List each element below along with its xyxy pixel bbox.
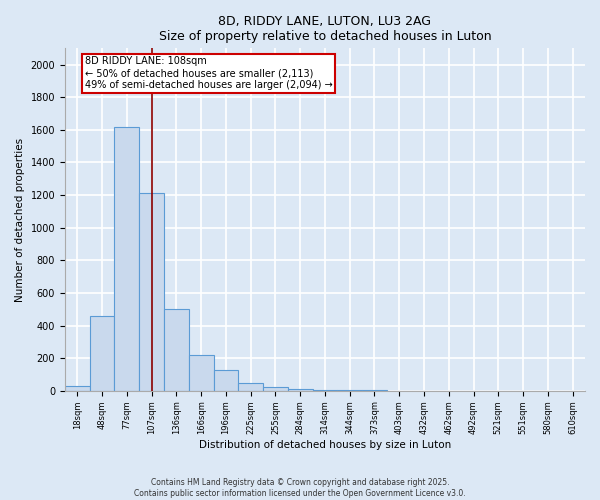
Bar	[214, 370, 238, 390]
Bar	[189, 355, 214, 390]
Text: 8D RIDDY LANE: 108sqm
← 50% of detached houses are smaller (2,113)
49% of semi-d: 8D RIDDY LANE: 108sqm ← 50% of detached …	[85, 56, 332, 90]
Bar	[263, 388, 288, 390]
Title: 8D, RIDDY LANE, LUTON, LU3 2AG
Size of property relative to detached houses in L: 8D, RIDDY LANE, LUTON, LU3 2AG Size of p…	[158, 15, 491, 43]
Bar	[115, 126, 139, 390]
Bar	[89, 316, 115, 390]
X-axis label: Distribution of detached houses by size in Luton: Distribution of detached houses by size …	[199, 440, 451, 450]
Text: Contains HM Land Registry data © Crown copyright and database right 2025.
Contai: Contains HM Land Registry data © Crown c…	[134, 478, 466, 498]
Bar	[238, 384, 263, 390]
Bar	[164, 309, 189, 390]
Bar	[139, 194, 164, 390]
Bar	[288, 389, 313, 390]
Y-axis label: Number of detached properties: Number of detached properties	[15, 138, 25, 302]
Bar	[65, 386, 89, 390]
